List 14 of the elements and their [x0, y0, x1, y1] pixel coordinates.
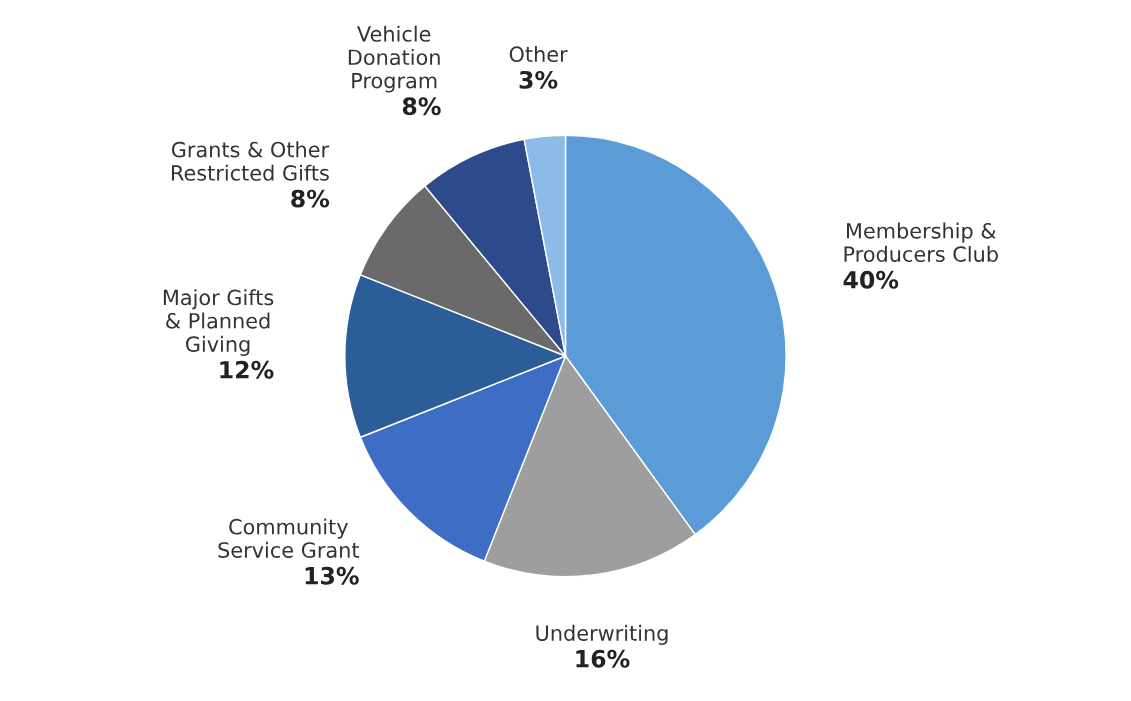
data-label: 40%	[843, 270, 899, 289]
slice-label: Major Gifts & Planned Giving	[163, 289, 274, 357]
data-label: 8%	[291, 189, 330, 208]
data-label: 12%	[220, 360, 274, 379]
data-label: 16%	[576, 649, 630, 668]
data-label: 3%	[519, 70, 558, 89]
slice-label: Vehicle Donation Program	[348, 25, 440, 93]
slice-label: Other	[509, 45, 568, 63]
slice-label: Grants & Other Restricted Gifts	[171, 141, 330, 181]
slice-label: Membership & Producers Club	[844, 222, 998, 262]
data-label: 13%	[305, 566, 359, 585]
slice-label: Community Service Grant	[218, 518, 360, 558]
slice-label: Underwriting	[536, 624, 668, 645]
data-label: 8%	[402, 97, 441, 116]
